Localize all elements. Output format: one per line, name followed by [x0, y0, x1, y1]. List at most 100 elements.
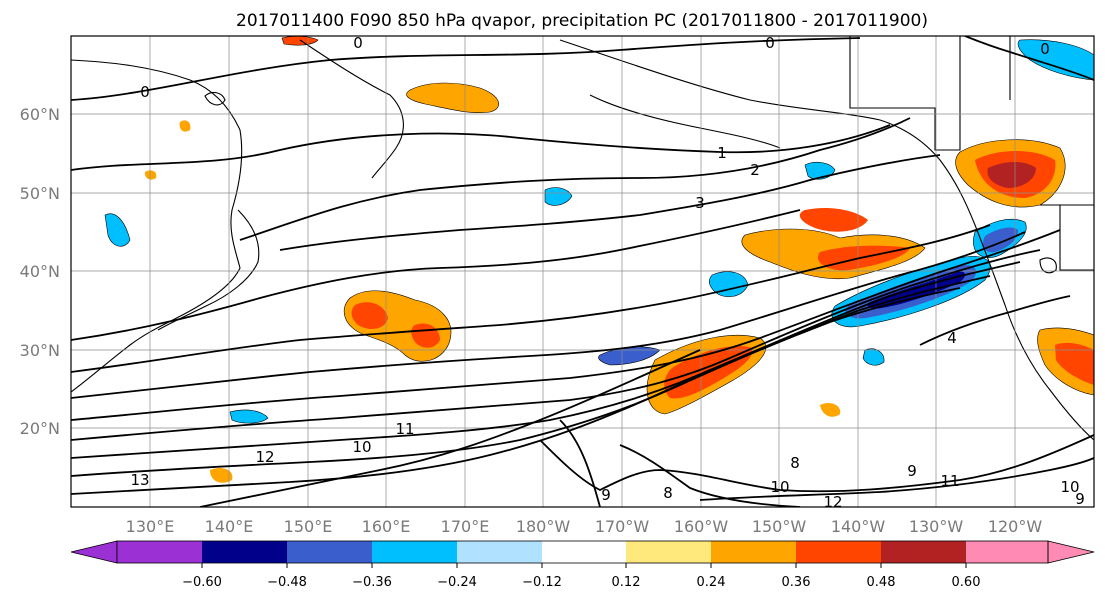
contour-line — [919, 295, 1071, 346]
colorbar-segment — [966, 541, 1048, 563]
colorbar-tick-label: 0.48 — [867, 575, 896, 590]
contour-line — [71, 229, 1061, 421]
colorbar-tick-label: −0.36 — [352, 575, 392, 590]
colorbar-tick-label: 0.60 — [952, 575, 981, 590]
coastlines — [71, 36, 1094, 441]
lon-label: 150°W — [752, 517, 807, 536]
anomaly-positive-nw — [987, 162, 1036, 188]
lon-label: 160°E — [362, 517, 411, 536]
contour-line — [71, 231, 1026, 399]
colorbar-segment — [117, 541, 202, 563]
contour-label: 10 — [352, 438, 371, 456]
colorbar-segment — [711, 541, 796, 563]
colorbar-extend-low — [70, 540, 118, 564]
anomaly-negative-small — [544, 187, 573, 206]
contour-label: 9 — [1075, 490, 1085, 508]
contour-label: 2 — [750, 161, 760, 179]
contour-label: 8 — [790, 454, 800, 472]
contour-line — [71, 37, 861, 101]
coastline — [299, 39, 404, 179]
colorbar-segment — [372, 541, 457, 563]
colorbar-tick-labels: −0.60 −0.48 −0.36 −0.24 −0.12 0.12 0.24 … — [182, 575, 980, 590]
colorbar-segment — [542, 541, 626, 563]
contour-labels: 0 0 0 0 1 2 3 4 8 8 9 9 10 10 11 11 12 1… — [130, 34, 1085, 511]
contour-label: 10 — [770, 478, 789, 496]
lon-label: 170°E — [441, 517, 490, 536]
contour-line — [699, 457, 1094, 501]
contour-label: 12 — [823, 493, 842, 511]
contour-line — [279, 154, 941, 251]
contour-label: 4 — [947, 329, 957, 347]
coastline — [849, 36, 961, 151]
colorbar-tick-label: −0.48 — [267, 575, 307, 590]
colorbar-segment — [796, 541, 881, 563]
lat-label: 40°N — [20, 262, 60, 281]
coastline — [559, 39, 1094, 441]
lon-label: 120°W — [988, 517, 1043, 536]
colorbar-segment — [287, 541, 372, 563]
map-title: 2017011400 F090 850 hPa qvapor, precipit… — [236, 11, 928, 31]
contour-label: 11 — [940, 472, 959, 490]
colorbar-tick-label: 0.12 — [612, 575, 641, 590]
contour-label: 0 — [140, 83, 150, 101]
contour-line — [71, 287, 961, 495]
contour-label: 12 — [255, 448, 274, 466]
contour-line — [71, 224, 991, 373]
lat-label: 50°N — [20, 184, 60, 203]
contour-label: 10 — [1060, 478, 1079, 496]
lon-label: 180°W — [516, 517, 571, 536]
lat-label: 30°N — [20, 341, 60, 360]
anomaly-negative-small — [862, 348, 885, 366]
contour-line — [71, 261, 1021, 459]
colorbar-tick-label: 0.36 — [782, 575, 811, 590]
contour-label: 13 — [130, 471, 149, 489]
anomaly-negative-small — [229, 409, 269, 424]
anomaly-positive-north — [406, 82, 499, 113]
contour-line — [619, 444, 801, 507]
lon-label: 140°E — [205, 517, 254, 536]
contour-line — [71, 209, 801, 341]
contour-label: 11 — [395, 420, 414, 438]
contour-label: 9 — [601, 486, 611, 504]
lon-label: 140°W — [831, 517, 886, 536]
colorbar-tick-label: −0.12 — [522, 575, 562, 590]
lon-label: 170°W — [595, 517, 650, 536]
contour-label: 0 — [1040, 40, 1050, 58]
contour-label: 8 — [663, 484, 673, 502]
lon-label: 130°W — [909, 517, 964, 536]
contour-label: 0 — [353, 34, 363, 52]
contour-line — [71, 249, 1041, 441]
anomaly-positive-small — [210, 468, 233, 483]
latitude-labels: 60°N 50°N 40°N 30°N 20°N — [20, 105, 60, 438]
colorbar-tick-label: −0.24 — [437, 575, 477, 590]
contour-label: 1 — [717, 144, 727, 162]
contour-line — [964, 36, 1094, 81]
coastline — [589, 94, 781, 149]
qvapor-contours — [71, 36, 1094, 507]
coastline — [71, 59, 243, 393]
contour-label: 3 — [695, 194, 705, 212]
lat-label: 60°N — [20, 105, 60, 124]
colorbar-segment — [457, 541, 542, 563]
colorbar-segment — [881, 541, 966, 563]
contour-line — [559, 419, 601, 507]
contour-line — [539, 434, 1094, 493]
contour-line — [71, 124, 891, 171]
anomaly-positive-north — [179, 120, 191, 132]
colorbar-extend-high — [1047, 540, 1095, 564]
contour-label: 0 — [765, 34, 775, 52]
lon-label: 130°E — [126, 517, 175, 536]
coastline — [1039, 257, 1057, 274]
contour-label: 9 — [907, 462, 917, 480]
anomaly-positive — [799, 208, 868, 232]
anomaly-positive-north — [144, 170, 157, 180]
anomaly-positive-east — [1055, 342, 1094, 385]
anomaly-positive-wpac — [351, 302, 388, 330]
coastline — [1009, 36, 1094, 271]
lat-label: 20°N — [20, 419, 60, 438]
colorbar-ticks — [201, 563, 967, 568]
coastline — [204, 91, 226, 106]
colorbar-segment — [202, 541, 287, 563]
anomaly-negative-small — [1017, 39, 1094, 81]
